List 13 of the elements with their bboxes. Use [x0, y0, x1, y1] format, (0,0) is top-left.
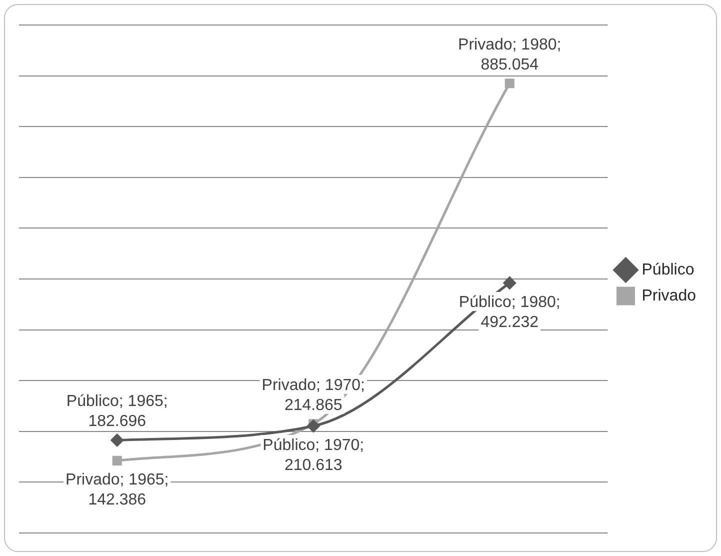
data-label: Público; 1970; 210.613	[262, 437, 364, 474]
point	[504, 78, 514, 88]
data-label: Público; 1965; 182.696	[66, 393, 168, 430]
point	[112, 456, 122, 466]
point	[503, 276, 516, 290]
point	[307, 420, 320, 432]
data-label: Privado; 1980; 885.054	[458, 36, 562, 74]
data-label: Público; 1980; 492.232	[458, 294, 560, 331]
data-label: Privado; 1965; 142.386	[66, 472, 169, 509]
legend-label: Privado	[642, 287, 696, 304]
point	[110, 434, 124, 446]
legend-label: Público	[642, 261, 694, 278]
data-label: Privado; 1970; 214.865	[262, 376, 365, 414]
